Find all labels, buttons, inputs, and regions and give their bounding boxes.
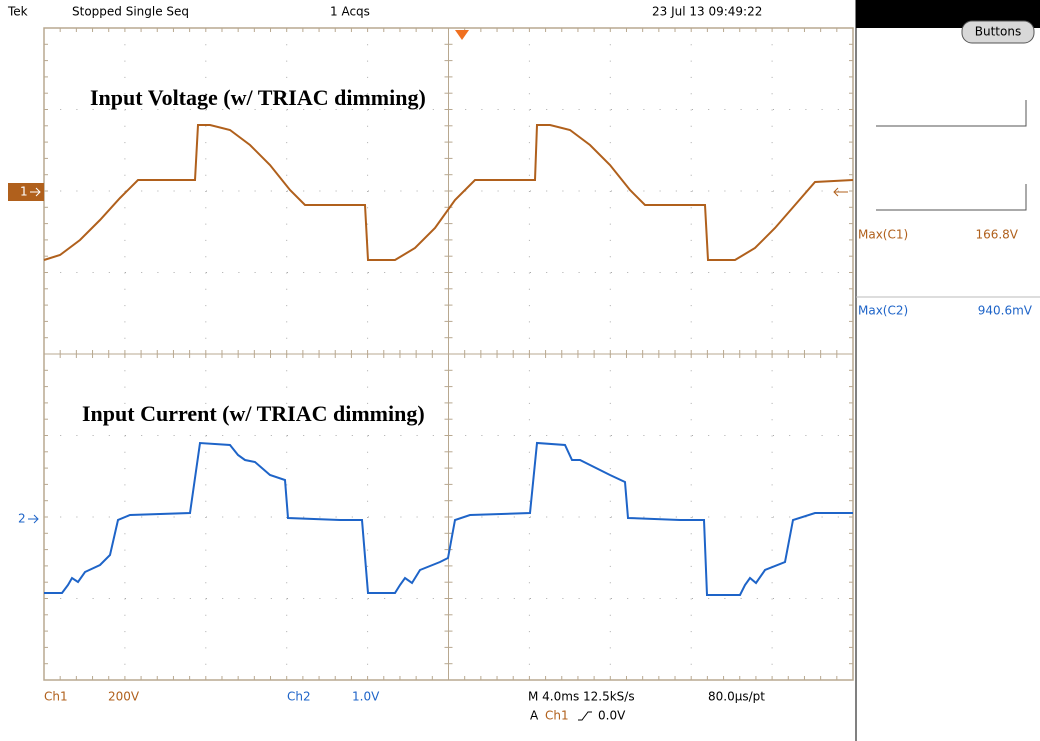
measurement-value: 940.6mV bbox=[978, 304, 1033, 318]
buttons-label[interactable]: Buttons bbox=[975, 25, 1021, 39]
ch1-label: Ch1 bbox=[44, 690, 68, 704]
annotation: Input Voltage (w/ TRIAC dimming) bbox=[90, 85, 426, 110]
measurement-label: Max(C1) bbox=[858, 228, 908, 242]
panel-line bbox=[876, 100, 1027, 127]
brand: Tek bbox=[7, 5, 28, 19]
trigger-slope bbox=[578, 711, 592, 721]
trigger-mode: A bbox=[530, 709, 539, 723]
resolution: 80.0µs/pt bbox=[708, 690, 765, 704]
panel-line bbox=[876, 184, 1027, 211]
trigger-source: Ch1 bbox=[545, 709, 569, 723]
acquisitions: 1 Acqs bbox=[330, 5, 370, 19]
ch2-label: Ch2 bbox=[287, 690, 311, 704]
timebase: M 4.0ms 12.5kS/s bbox=[528, 690, 635, 704]
status: Stopped Single Seq bbox=[72, 5, 189, 19]
trigger-position-marker bbox=[455, 30, 469, 40]
trigger-level: 0.0V bbox=[598, 709, 626, 723]
annotation: Input Current (w/ TRIAC dimming) bbox=[82, 401, 425, 426]
ch2-scale: 1.0V bbox=[352, 690, 380, 704]
ch2-arrow bbox=[28, 514, 39, 524]
trigger-level-marker bbox=[833, 187, 848, 197]
voltage-trace bbox=[43, 124, 854, 261]
current-trace bbox=[44, 441, 853, 596]
measurement-label: Max(C2) bbox=[858, 304, 908, 318]
ch1-arrow bbox=[30, 187, 41, 197]
ch2-marker-label: 2 bbox=[18, 512, 26, 526]
measurement-value: 166.8V bbox=[975, 228, 1018, 242]
ch1-scale: 200V bbox=[108, 690, 140, 704]
datetime: 23 Jul 13 09:49:22 bbox=[652, 5, 762, 19]
ch1-marker bbox=[8, 183, 44, 201]
ch1-marker-label: 1 bbox=[20, 185, 28, 199]
graticule-border bbox=[43, 27, 854, 681]
buttons-button[interactable] bbox=[961, 20, 1035, 44]
